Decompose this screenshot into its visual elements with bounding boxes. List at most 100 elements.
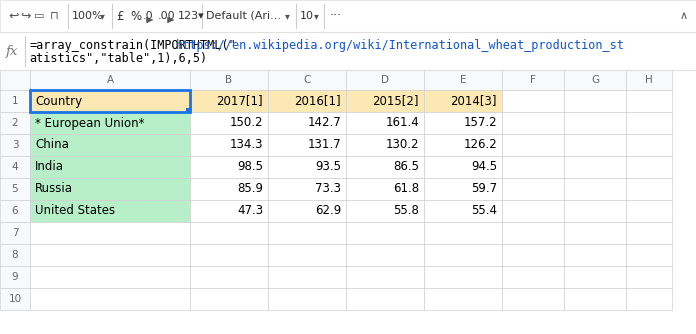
Text: 142.7: 142.7 xyxy=(307,117,341,130)
Text: India: India xyxy=(35,161,64,173)
Text: 2: 2 xyxy=(12,118,18,128)
Bar xyxy=(626,90,672,112)
Text: 4: 4 xyxy=(12,162,18,172)
Bar xyxy=(424,200,502,222)
Bar xyxy=(30,134,190,156)
Bar xyxy=(502,178,564,200)
Bar xyxy=(626,178,672,200)
Bar xyxy=(564,222,626,244)
Bar xyxy=(0,32,696,70)
Bar xyxy=(346,70,424,90)
Text: 55.8: 55.8 xyxy=(393,204,419,217)
Text: 59.7: 59.7 xyxy=(471,182,497,195)
Bar xyxy=(346,112,424,134)
Bar xyxy=(424,156,502,178)
Text: 100%: 100% xyxy=(72,11,104,21)
Bar xyxy=(346,178,424,200)
Bar xyxy=(502,134,564,156)
Bar xyxy=(0,112,30,134)
Bar xyxy=(346,134,424,156)
Bar xyxy=(626,112,672,134)
Text: China: China xyxy=(35,139,69,152)
Bar xyxy=(564,134,626,156)
Bar xyxy=(502,288,564,310)
Text: 93.5: 93.5 xyxy=(315,161,341,173)
Bar xyxy=(30,90,190,112)
Bar xyxy=(564,178,626,200)
Bar xyxy=(564,70,626,90)
Bar xyxy=(190,134,268,156)
Bar xyxy=(0,70,30,90)
Text: 8: 8 xyxy=(12,250,18,260)
Bar xyxy=(268,70,346,90)
Bar xyxy=(424,70,502,90)
Text: 130.2: 130.2 xyxy=(386,139,419,152)
Bar xyxy=(190,200,268,222)
Bar xyxy=(30,244,190,266)
Text: 123▾: 123▾ xyxy=(178,11,205,21)
Text: E: E xyxy=(460,75,466,85)
Text: Country: Country xyxy=(35,95,82,108)
Text: £: £ xyxy=(116,9,123,22)
Text: 161.4: 161.4 xyxy=(386,117,419,130)
Text: 6: 6 xyxy=(12,206,18,216)
Text: ⊓: ⊓ xyxy=(50,11,58,21)
Text: 86.5: 86.5 xyxy=(393,161,419,173)
Bar xyxy=(190,112,268,134)
Bar xyxy=(424,266,502,288)
Bar xyxy=(0,134,30,156)
Bar xyxy=(502,156,564,178)
Text: 131.7: 131.7 xyxy=(308,139,341,152)
Bar xyxy=(502,90,564,112)
Bar xyxy=(626,70,672,90)
Bar xyxy=(626,200,672,222)
Text: =array_constrain(IMPORTHTML(": =array_constrain(IMPORTHTML(" xyxy=(29,39,236,52)
Text: 134.3: 134.3 xyxy=(230,139,263,152)
Bar xyxy=(502,266,564,288)
Bar xyxy=(30,90,190,112)
Text: 126.2: 126.2 xyxy=(464,139,497,152)
Text: ∧: ∧ xyxy=(680,11,688,21)
Bar xyxy=(268,112,346,134)
Bar xyxy=(190,244,268,266)
Bar xyxy=(186,108,191,113)
Bar xyxy=(626,222,672,244)
Bar xyxy=(626,244,672,266)
Text: 47.3: 47.3 xyxy=(237,204,263,217)
Bar xyxy=(564,200,626,222)
Bar xyxy=(564,112,626,134)
Text: 2015[2]: 2015[2] xyxy=(372,95,419,108)
Text: .0: .0 xyxy=(143,11,154,21)
Bar xyxy=(0,200,30,222)
Text: 10: 10 xyxy=(8,294,22,304)
Text: fx: fx xyxy=(6,44,18,57)
Text: D: D xyxy=(381,75,389,85)
Text: atistics","table",1),6,5): atistics","table",1),6,5) xyxy=(29,52,207,65)
Bar xyxy=(0,178,30,200)
Text: 73.3: 73.3 xyxy=(315,182,341,195)
Bar xyxy=(346,288,424,310)
Bar xyxy=(346,90,424,112)
Text: 5: 5 xyxy=(12,184,18,194)
Text: B: B xyxy=(226,75,232,85)
Text: Russia: Russia xyxy=(35,182,73,195)
Bar xyxy=(268,266,346,288)
Bar xyxy=(30,200,190,222)
Text: 7: 7 xyxy=(12,228,18,238)
Bar xyxy=(346,244,424,266)
Bar xyxy=(268,178,346,200)
Bar xyxy=(626,266,672,288)
Bar xyxy=(30,70,190,90)
Bar xyxy=(268,90,346,112)
Bar xyxy=(190,156,268,178)
Bar xyxy=(502,200,564,222)
Text: C: C xyxy=(303,75,310,85)
Bar xyxy=(626,288,672,310)
Text: G: G xyxy=(591,75,599,85)
Text: * European Union*: * European Union* xyxy=(35,117,145,130)
Bar xyxy=(0,156,30,178)
Bar xyxy=(30,266,190,288)
Text: 9: 9 xyxy=(12,272,18,282)
Text: ↩: ↩ xyxy=(8,9,19,22)
Text: 62.9: 62.9 xyxy=(315,204,341,217)
